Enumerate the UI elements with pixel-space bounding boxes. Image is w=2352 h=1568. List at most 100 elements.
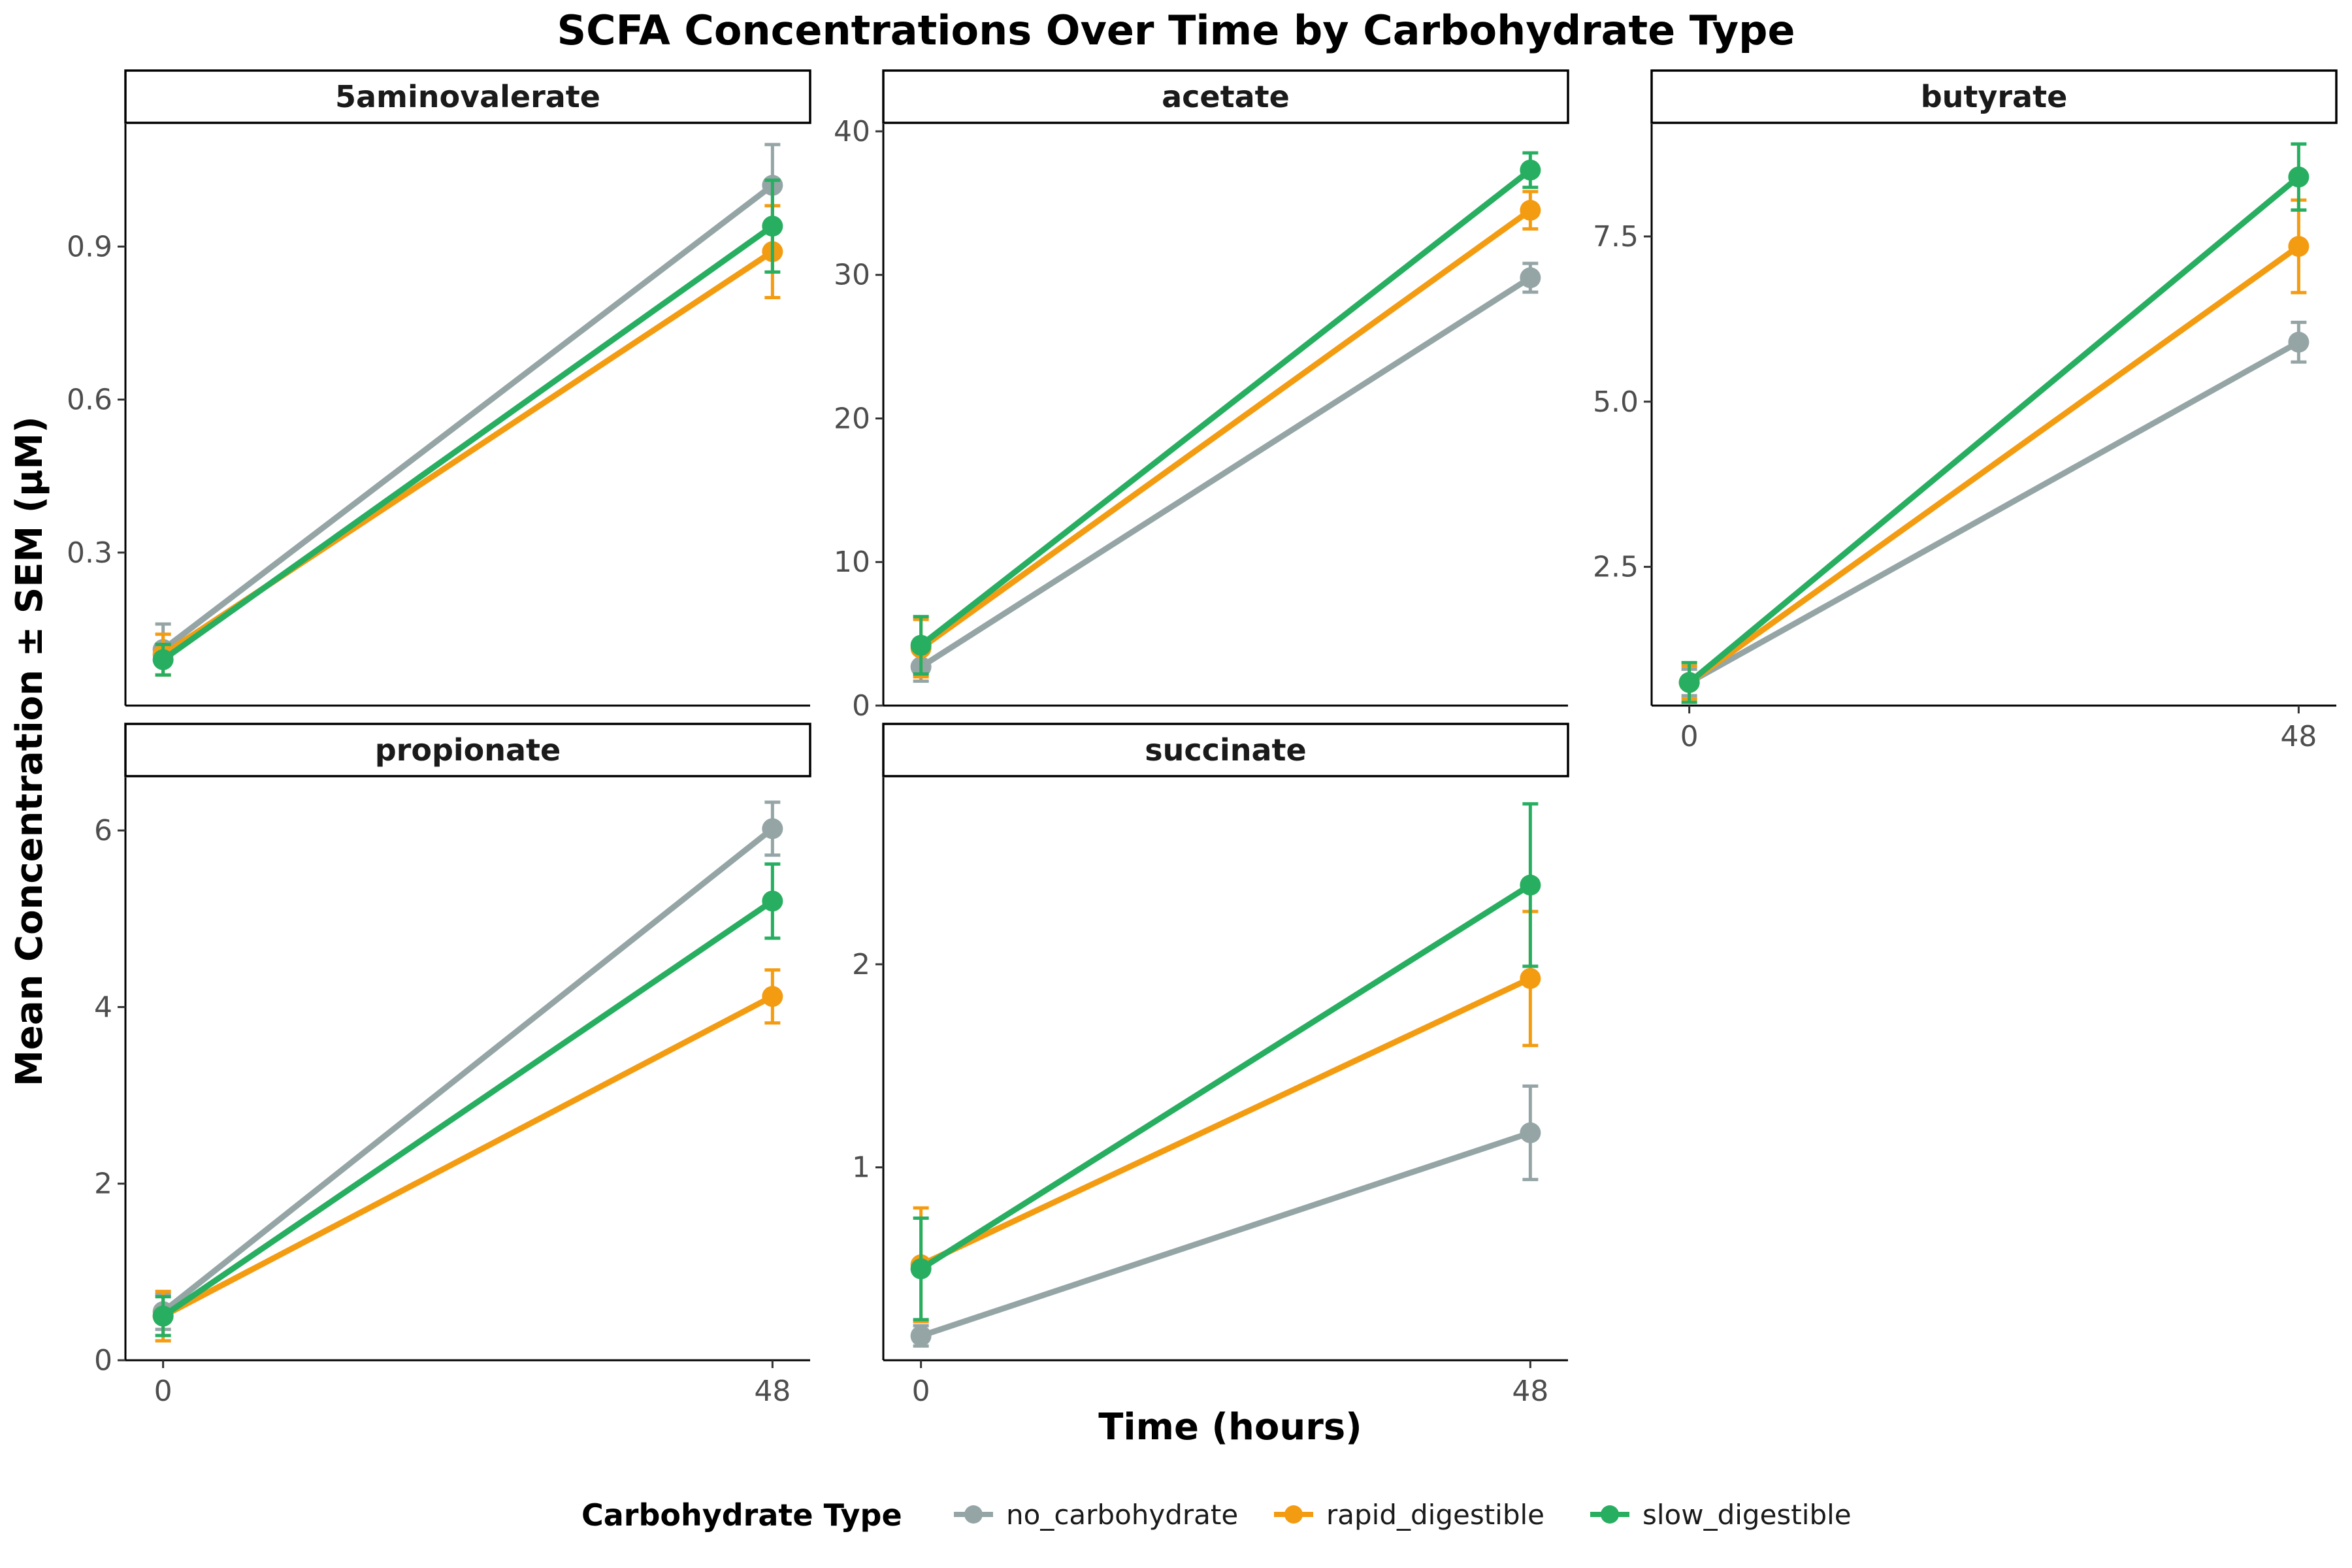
series-no_carbohydrate <box>1678 320 2310 698</box>
legend-label: no_carbohydrate <box>1006 1499 1238 1531</box>
series-no_carbohydrate <box>152 142 783 677</box>
data-point <box>910 1258 932 1280</box>
series-line <box>161 994 774 1319</box>
facet-strip <box>1650 69 2338 124</box>
legend: Carbohydrate Type no_carbohydrate rapid_d… <box>581 1497 1852 1533</box>
series-slow_digestible <box>910 802 1541 1322</box>
legend-key-point <box>1601 1505 1619 1524</box>
facet-panel-5aminovalerate: 5aminovalerate 0.3 0.6 0.9 <box>67 69 811 707</box>
y-tick-label: 0 <box>852 689 870 723</box>
series-slow_digestible <box>1678 142 2310 704</box>
y-tick-label: 6 <box>94 814 112 847</box>
data-point <box>2288 331 2310 353</box>
series-line <box>1688 339 2300 685</box>
series-line <box>161 223 774 662</box>
legend-item-slow_digestible: slow_digestible <box>1590 1499 1852 1531</box>
data-point <box>910 634 932 656</box>
data-point <box>762 818 783 840</box>
data-point <box>152 1305 174 1327</box>
x-tick-label: 48 <box>1512 1375 1548 1408</box>
y-axis-title: Mean Concentration ± SEM (µM) <box>8 416 51 1086</box>
series-no_carbohydrate <box>910 261 1541 683</box>
facet-strip-label: 5aminovalerate <box>335 79 600 114</box>
facet-panel-acetate: acetate 0 10 20 30 40 <box>834 69 1569 723</box>
facet-strip-label: succinate <box>1145 732 1306 768</box>
data-point <box>1520 267 1541 289</box>
series-rapid_digestible <box>1678 198 2310 701</box>
series-rapid_digestible <box>910 189 1541 679</box>
facet-strip-label: butyrate <box>1921 79 2068 114</box>
y-tick-label: 0.9 <box>67 230 112 263</box>
series-slow_digestible <box>152 862 783 1337</box>
data-point <box>152 649 174 670</box>
series-line <box>919 208 1532 651</box>
legend-label: rapid_digestible <box>1326 1499 1544 1531</box>
y-tick-label: 2 <box>852 948 870 981</box>
chart-title: SCFA Concentrations Over Time by Carbohy… <box>557 7 1795 54</box>
series-slow_digestible <box>152 178 783 677</box>
y-tick-label: 7.5 <box>1593 220 1639 253</box>
legend-item-no_carbohydrate: no_carbohydrate <box>954 1499 1238 1531</box>
series-line <box>161 826 775 1315</box>
x-axis-title: Time (hours) <box>1098 1406 1362 1448</box>
y-tick-label: 0.6 <box>67 384 112 417</box>
y-tick-label: 30 <box>834 259 870 292</box>
facet-panel-butyrate: butyrate 2.5 5.0 7.5 0 48 <box>1593 69 2338 753</box>
data-point <box>1520 159 1541 181</box>
y-tick-label: 10 <box>834 546 870 579</box>
facet-strip <box>882 723 1569 777</box>
y-tick-label: 4 <box>94 990 112 1024</box>
data-point <box>1520 874 1541 896</box>
series-line <box>1688 244 2300 685</box>
data-point <box>2288 166 2310 188</box>
data-point <box>1678 672 1700 693</box>
series-rapid_digestible <box>152 968 783 1343</box>
facet-panel-propionate: propionate 0 2 4 6 0 48 <box>94 723 811 1408</box>
data-point <box>1520 968 1541 989</box>
data-point <box>2288 236 2310 257</box>
series-line <box>919 975 1532 1267</box>
data-point <box>762 890 783 912</box>
facet-strip-label: propionate <box>375 732 561 768</box>
series-line <box>161 898 774 1319</box>
y-tick-label: 40 <box>834 115 870 148</box>
series-rapid_digestible <box>910 909 1541 1324</box>
x-tick-label: 48 <box>2280 720 2317 753</box>
facet-panel-succinate: succinate 1 2 0 48 <box>852 723 1569 1408</box>
y-tick-label: 2.5 <box>1593 551 1639 584</box>
data-point <box>1520 1122 1541 1143</box>
y-tick-label: 0 <box>94 1344 112 1377</box>
legend-item-rapid_digestible: rapid_digestible <box>1274 1499 1544 1531</box>
x-tick-label: 48 <box>754 1375 791 1408</box>
data-point <box>910 1325 932 1347</box>
series-line <box>161 183 775 652</box>
data-point <box>762 216 783 237</box>
data-point <box>1520 199 1541 221</box>
series-no_carbohydrate <box>910 1084 1541 1348</box>
legend-label: slow_digestible <box>1642 1499 1852 1531</box>
y-tick-label: 20 <box>834 402 870 435</box>
facet-strip <box>124 723 811 777</box>
data-point <box>762 986 783 1007</box>
series-line <box>919 882 1532 1271</box>
legend-key-point <box>964 1505 983 1524</box>
facet-strip <box>882 69 1569 124</box>
legend-title: Carbohydrate Type <box>581 1497 902 1533</box>
x-tick-label: 0 <box>1680 720 1699 753</box>
facet-strip <box>124 69 811 124</box>
series-line <box>920 1130 1531 1339</box>
y-tick-label: 2 <box>94 1168 112 1201</box>
series-line <box>919 167 1533 648</box>
legend-key-point <box>1284 1505 1303 1524</box>
series-slow_digestible <box>910 151 1541 676</box>
facet-strip-label: acetate <box>1162 79 1290 114</box>
series-no_carbohydrate <box>152 800 783 1331</box>
series-line <box>1687 174 2301 685</box>
x-tick-label: 0 <box>912 1375 930 1408</box>
x-tick-label: 0 <box>154 1375 172 1408</box>
y-tick-label: 1 <box>852 1151 870 1184</box>
series-line <box>919 275 1532 670</box>
y-tick-label: 0.3 <box>67 536 112 570</box>
facet-panels: 5aminovalerate0.30.60.9acetate010203040b… <box>67 69 2338 1408</box>
